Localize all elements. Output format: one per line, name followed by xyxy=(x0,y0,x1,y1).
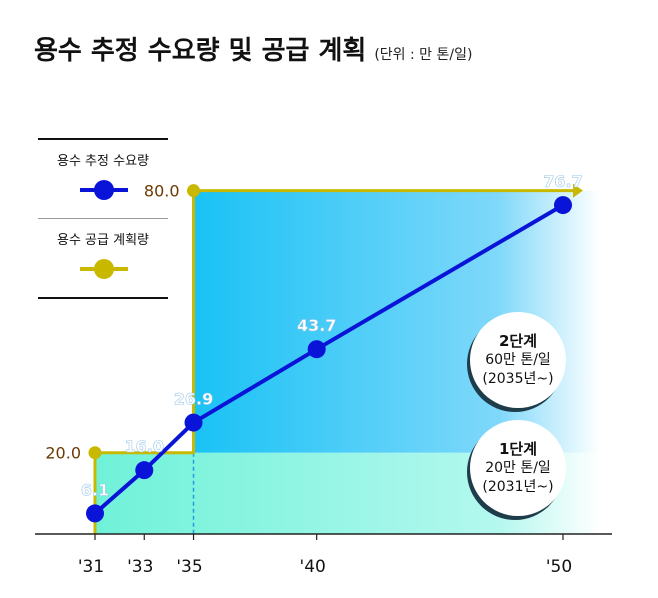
unit-label: (단위 : 만 톤/일) xyxy=(374,47,473,63)
phase-2-badge: 2단계 60만 톤/일 (2035년~) xyxy=(470,312,566,408)
phase-2-capacity: 60만 톤/일 xyxy=(485,351,551,368)
legend-supply-swatch-icon xyxy=(80,259,128,279)
supply-point-0 xyxy=(88,446,102,460)
demand-point-0 xyxy=(86,504,104,523)
legend-demand-swatch-icon xyxy=(80,180,128,200)
demand-point-4 xyxy=(554,196,572,215)
x-axis: '31 '33 '35 '40 '50 xyxy=(35,533,612,577)
x-tick-label-0: '31 xyxy=(78,557,104,577)
phase-1-year: (2031년~) xyxy=(482,478,554,495)
legend-bottom-rule xyxy=(38,297,168,299)
phase-1-badge: 1단계 20만 톤/일 (2031년~) xyxy=(470,420,566,516)
demand-point-2 xyxy=(184,413,203,432)
supply-point-1 xyxy=(187,184,201,198)
chart-title: 용수 추정 수요량 및 공급 계획 (단위 : 만 톤/일) xyxy=(34,30,472,67)
demand-point-3 xyxy=(307,340,326,359)
legend-item-demand: 용수 추정 수요량 xyxy=(38,140,168,218)
demand-label-1: 16.0 xyxy=(125,437,164,456)
supply-label-0: 20.0 xyxy=(45,444,81,463)
legend-label-supply: 용수 공급 계획량 xyxy=(57,233,149,248)
phase-1-capacity: 20만 톤/일 xyxy=(485,459,551,476)
legend-item-supply: 용수 공급 계획량 xyxy=(38,219,168,297)
legend: 용수 추정 수요량 용수 공급 계획량 xyxy=(38,138,168,299)
x-tick-label-3: '40 xyxy=(300,557,326,577)
demand-label-4: 76.7 xyxy=(543,172,582,191)
phase-1-name: 1단계 xyxy=(498,439,538,458)
supply-label-1: 80.0 xyxy=(144,182,180,201)
legend-middle-rule xyxy=(38,218,168,219)
x-tick-label-4: '50 xyxy=(546,557,572,577)
supply-arrow-icon xyxy=(573,183,583,198)
supply-series: 20.0 80.0 xyxy=(45,182,583,534)
x-tick-label-2: '35 xyxy=(176,557,202,577)
legend-top-rule xyxy=(38,138,168,140)
legend-label-demand: 용수 추정 수요량 xyxy=(57,154,149,169)
supply-step-line xyxy=(93,189,575,534)
demand-label-0: 6.1 xyxy=(81,480,109,499)
demand-label-3: 43.7 xyxy=(297,316,336,335)
x-tick-label-1: '33 xyxy=(127,557,153,577)
demand-point-1 xyxy=(135,461,154,480)
phase-2-name: 2단계 xyxy=(498,331,538,350)
chart-title-text: 용수 추정 수요량 및 공급 계획 xyxy=(34,36,367,66)
demand-label-2: 26.9 xyxy=(174,390,213,409)
phase-2-year: (2035년~) xyxy=(482,370,554,387)
demand-series: 6.1 16.0 26.9 43.7 76.7 xyxy=(81,172,583,523)
